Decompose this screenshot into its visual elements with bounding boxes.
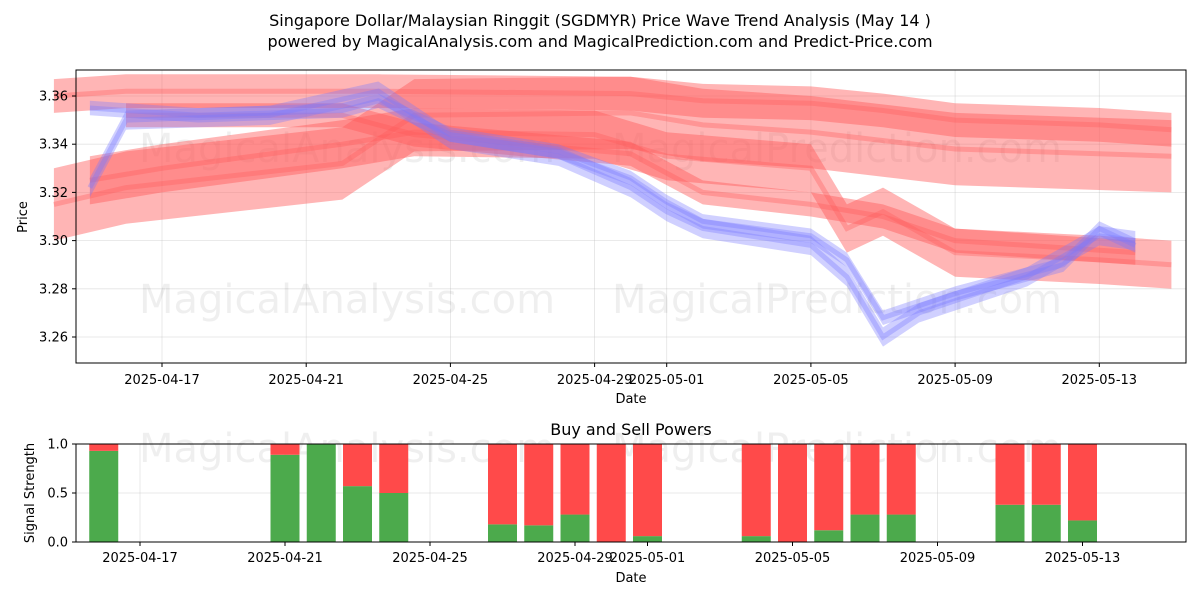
- wave-centerline: [87, 88, 1136, 341]
- buy-power-bar: [1031, 504, 1061, 542]
- price-xtick-label: 2025-05-09: [917, 373, 993, 388]
- wave-centerline: [89, 129, 1172, 268]
- price-wave-bands: [53, 74, 1172, 347]
- buy-power-bar: [741, 536, 771, 542]
- sell-power-bar: [1068, 444, 1097, 521]
- signal-ytick-label: 1.0: [47, 438, 68, 453]
- signal-xlabel: Date: [615, 571, 646, 586]
- buy-power-bar: [343, 486, 372, 542]
- price-plot-frame: [75, 69, 1187, 364]
- bullish-wave-band: [126, 103, 1136, 265]
- watermark-text: MagicalPrediction.com: [612, 126, 1062, 172]
- sell-power-bar: [560, 444, 590, 515]
- wave-centerline: [53, 88, 1172, 133]
- sell-power-bar: [379, 444, 409, 493]
- sell-power-bar: [270, 444, 300, 455]
- chart-title-line1: Singapore Dollar/Malaysian Ringgit (SGDM…: [269, 11, 931, 30]
- price-axis-ticks: 2025-04-17 2025-04-21 2025-04-25 2025-04-29…: [39, 90, 1137, 389]
- buy-power-bar: [995, 504, 1025, 542]
- signal-ylabel: Signal Strength: [23, 443, 38, 543]
- price-xlabel: Date: [615, 392, 646, 407]
- signal-xtick-label: 2025-05-01: [610, 551, 686, 566]
- signal-xtick-label: 2025-05-05: [755, 551, 831, 566]
- buy-power-bar: [814, 530, 844, 542]
- sell-power-bar: [886, 444, 916, 515]
- signal-xtick-label: 2025-05-13: [1045, 551, 1121, 566]
- price-xtick-label: 2025-04-17: [124, 373, 200, 388]
- price-xtick-label: 2025-05-05: [773, 373, 849, 388]
- buy-power-bar: [306, 444, 336, 542]
- sell-power-bar: [995, 444, 1025, 505]
- sell-power-bar: [524, 444, 554, 526]
- buy-power-bar: [270, 454, 300, 542]
- signal-xtick-label: 2025-04-29: [537, 551, 613, 566]
- buy-power-bar: [488, 524, 517, 542]
- wave-centerline: [89, 98, 1137, 321]
- wave-centerline: [53, 110, 1172, 207]
- price-ytick-label: 3.36: [39, 90, 68, 105]
- sell-power-bar: [741, 444, 771, 537]
- price-ytick-label: 3.32: [39, 186, 68, 201]
- sell-power-bar: [633, 444, 662, 537]
- buy-power-bar: [524, 525, 554, 542]
- price-grid: [76, 70, 1186, 363]
- price-ytick-label: 3.30: [39, 234, 68, 249]
- price-ytick-label: 3.26: [39, 331, 68, 346]
- buy-power-bar: [886, 514, 916, 542]
- price-ylabel: Price: [16, 201, 31, 233]
- signal-axis-ticks: 2025-04-17 2025-04-21 2025-04-25 2025-04-29…: [47, 438, 1120, 567]
- sell-power-bar: [488, 444, 517, 525]
- watermark-text: MagicalAnalysis.com: [139, 277, 555, 323]
- bullish-wave-band: [89, 108, 1172, 289]
- sell-power-bar: [778, 444, 807, 542]
- buy-power-bar: [1068, 520, 1097, 542]
- bullish-wave-band: [53, 76, 1172, 241]
- sell-power-bar: [814, 444, 844, 531]
- sell-power-bar: [850, 444, 880, 515]
- buy-power-bar: [379, 493, 409, 542]
- bearish-wave-band: [89, 93, 1136, 325]
- watermark-text: MagicalPrediction.com: [612, 277, 1062, 323]
- bullish-wave-band: [53, 74, 1172, 147]
- price-xtick-label: 2025-04-21: [268, 373, 344, 388]
- price-watermarks: MagicalAnalysis.com MagicalPrediction.co…: [139, 126, 1062, 323]
- price-xtick-label: 2025-04-29: [557, 373, 633, 388]
- signal-xtick-label: 2025-04-21: [247, 551, 323, 566]
- price-ytick-label: 3.34: [39, 138, 68, 153]
- watermark-text: MagicalAnalysis.com: [139, 126, 555, 172]
- sell-power-bar: [89, 444, 119, 451]
- wave-centerline: [126, 112, 1136, 256]
- buy-power-bar: [89, 450, 119, 542]
- signal-xtick-label: 2025-05-09: [900, 551, 976, 566]
- buy-power-bar: [633, 536, 662, 542]
- signal-xtick-label: 2025-04-25: [392, 551, 468, 566]
- signal-ytick-label: 0.5: [47, 487, 68, 502]
- price-ytick-label: 3.28: [39, 282, 68, 297]
- sell-power-bar: [343, 444, 372, 487]
- buy-power-bar: [560, 514, 590, 542]
- sell-power-bar: [596, 444, 626, 542]
- signal-title: Buy and Sell Powers: [550, 420, 712, 439]
- price-xtick-label: 2025-04-25: [413, 373, 489, 388]
- price-xtick-label: 2025-05-01: [629, 373, 705, 388]
- sell-power-bar: [1031, 444, 1061, 505]
- buy-power-bar: [850, 514, 880, 542]
- chart-title-line2: powered by MagicalAnalysis.com and Magic…: [267, 32, 932, 51]
- signal-bars: [89, 444, 1097, 542]
- signal-ytick-label: 0.0: [47, 536, 68, 551]
- signal-xtick-label: 2025-04-17: [102, 551, 178, 566]
- price-xtick-label: 2025-05-13: [1062, 373, 1138, 388]
